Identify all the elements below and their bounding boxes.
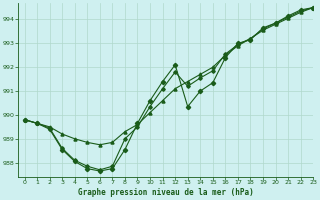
X-axis label: Graphe pression niveau de la mer (hPa): Graphe pression niveau de la mer (hPa) bbox=[78, 188, 254, 197]
